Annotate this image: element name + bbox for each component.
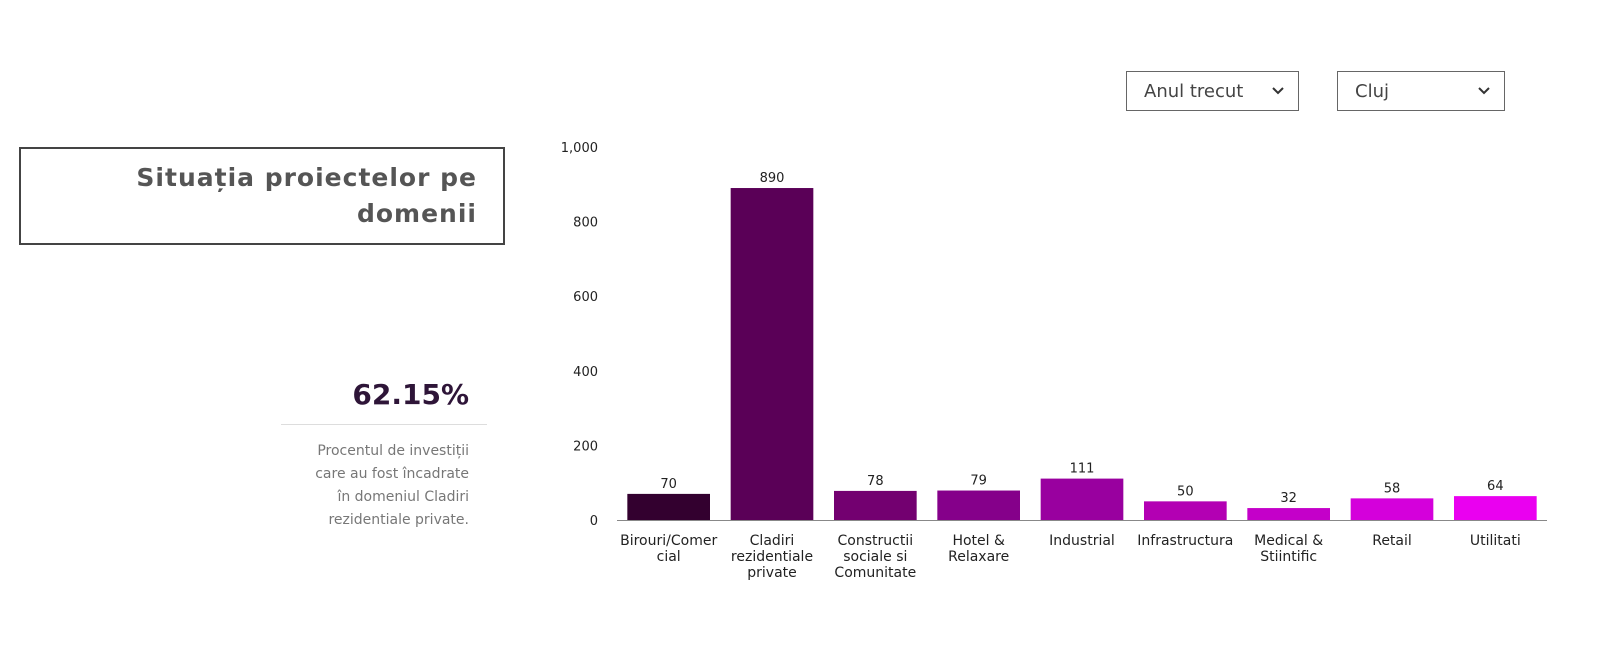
region-select[interactable]: Cluj [1337,71,1505,111]
y-tick-label: 0 [590,514,598,529]
bar [1247,508,1330,520]
bar [1144,501,1227,520]
stat-block: 62.15% Procentul de investiții care au f… [281,371,487,532]
stat-value: 62.15% [352,378,469,411]
bar [627,493,710,520]
data-label: 32 [1280,491,1297,506]
data-label: 78 [867,474,884,489]
data-label: 890 [760,171,785,186]
bar [834,490,917,520]
x-tick-label: Hotel & Relaxare [948,533,1009,565]
stat-description: Procentul de investiții care au fost înc… [315,443,469,528]
bar [1454,496,1537,520]
x-tick-label: Constructii sociale si Comunitate [834,533,916,581]
data-label: 58 [1384,481,1401,496]
data-label: 70 [660,477,677,492]
panel-title: Situația proiectelor pe domenii [136,163,477,228]
chevron-down-icon [1272,87,1284,95]
period-select-value: Anul trecut [1144,80,1244,102]
panel-title-box: Situația proiectelor pe domenii [19,147,505,245]
period-select[interactable]: Anul trecut [1126,71,1299,111]
x-tick-label: Utilitati [1470,533,1521,549]
data-label: 50 [1177,484,1194,499]
data-label: 111 [1070,462,1095,477]
x-tick-label: Infrastructura [1137,533,1233,549]
x-tick-label: Medical & Stiintific [1254,533,1323,565]
x-tick-label: Cladiri rezidentiale private [731,533,813,581]
bar [730,188,814,520]
data-label: 64 [1487,479,1504,494]
bar [1350,498,1434,520]
y-tick-label: 200 [573,439,598,454]
y-tick-label: 1,000 [561,141,598,156]
data-label: 79 [970,474,987,489]
stat-divider [281,424,487,425]
chevron-down-icon [1478,87,1490,95]
x-tick-label: Birouri/Comer cial [620,533,717,565]
y-tick-label: 400 [573,365,598,380]
bar [1040,478,1124,520]
region-select-value: Cluj [1355,80,1389,102]
y-tick-label: 600 [573,290,598,305]
x-tick-label: Retail [1372,533,1412,549]
bar [937,490,1020,520]
x-tick-label: Industrial [1049,533,1115,549]
y-tick-label: 800 [573,216,598,231]
